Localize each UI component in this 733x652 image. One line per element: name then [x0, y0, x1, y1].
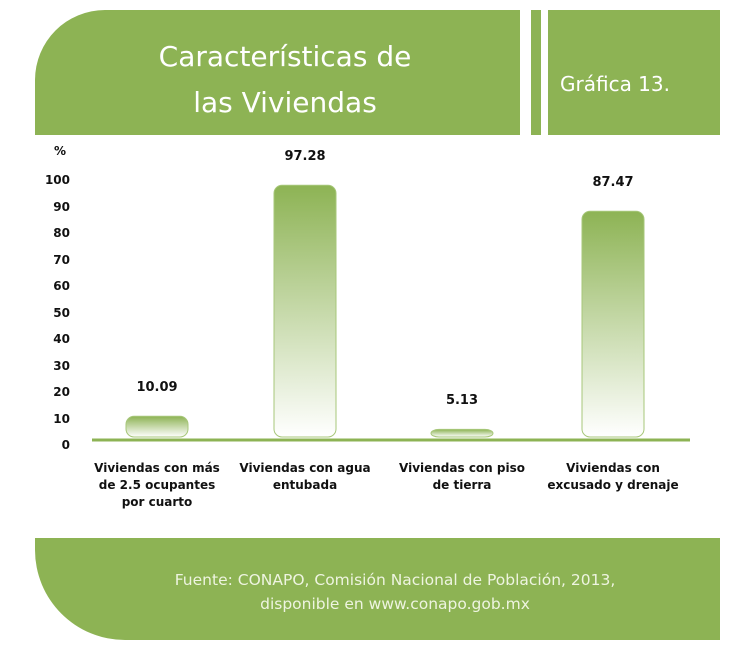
value-label: 5.13 — [445, 393, 479, 409]
header-banner — [35, 10, 520, 135]
y-tick-label: 60 — [53, 279, 70, 293]
source: Fuente: CONAPO, Comisión Nacional de Pob… — [174, 571, 616, 613]
y-tick-label: 0 — [61, 438, 70, 452]
y-tick-label: 80 — [53, 226, 70, 240]
value-label: 87.47 — [592, 175, 634, 191]
x-tick-label: Viviendas con más de 2.5 ocupantes por c… — [94, 461, 220, 509]
y-tick-label: 20 — [53, 385, 70, 399]
x-tick-label: Viviendas con agua entubada — [239, 461, 371, 492]
chart-title: Características de las Viviendas — [158, 40, 412, 119]
bar — [430, 428, 494, 438]
x-tick-label: Viviendas con piso de tierra — [399, 461, 525, 492]
y-tick-label: 30 — [53, 358, 70, 373]
plot — [92, 184, 690, 442]
footer-banner — [35, 538, 720, 640]
badge-banner — [548, 10, 720, 135]
y-tick-label: 90 — [53, 199, 70, 214]
bar — [125, 415, 189, 438]
y-tick-label: 40 — [53, 332, 70, 346]
x-tick-label: Viviendas con excusado y drenaje — [547, 461, 679, 492]
y-tick-label: 50 — [53, 305, 70, 320]
header-stripe — [531, 10, 541, 135]
bar — [581, 210, 645, 438]
value-label: 10.09 — [136, 380, 178, 396]
y-tick-label: 100 — [44, 173, 70, 187]
y-axis-label: % — [54, 144, 67, 158]
bar — [273, 184, 337, 438]
value-label: 97.28 — [284, 149, 326, 165]
badge: Gráfica 13. — [560, 72, 670, 96]
y-tick-label: 10 — [53, 411, 70, 426]
y-tick-label: 70 — [53, 252, 70, 267]
